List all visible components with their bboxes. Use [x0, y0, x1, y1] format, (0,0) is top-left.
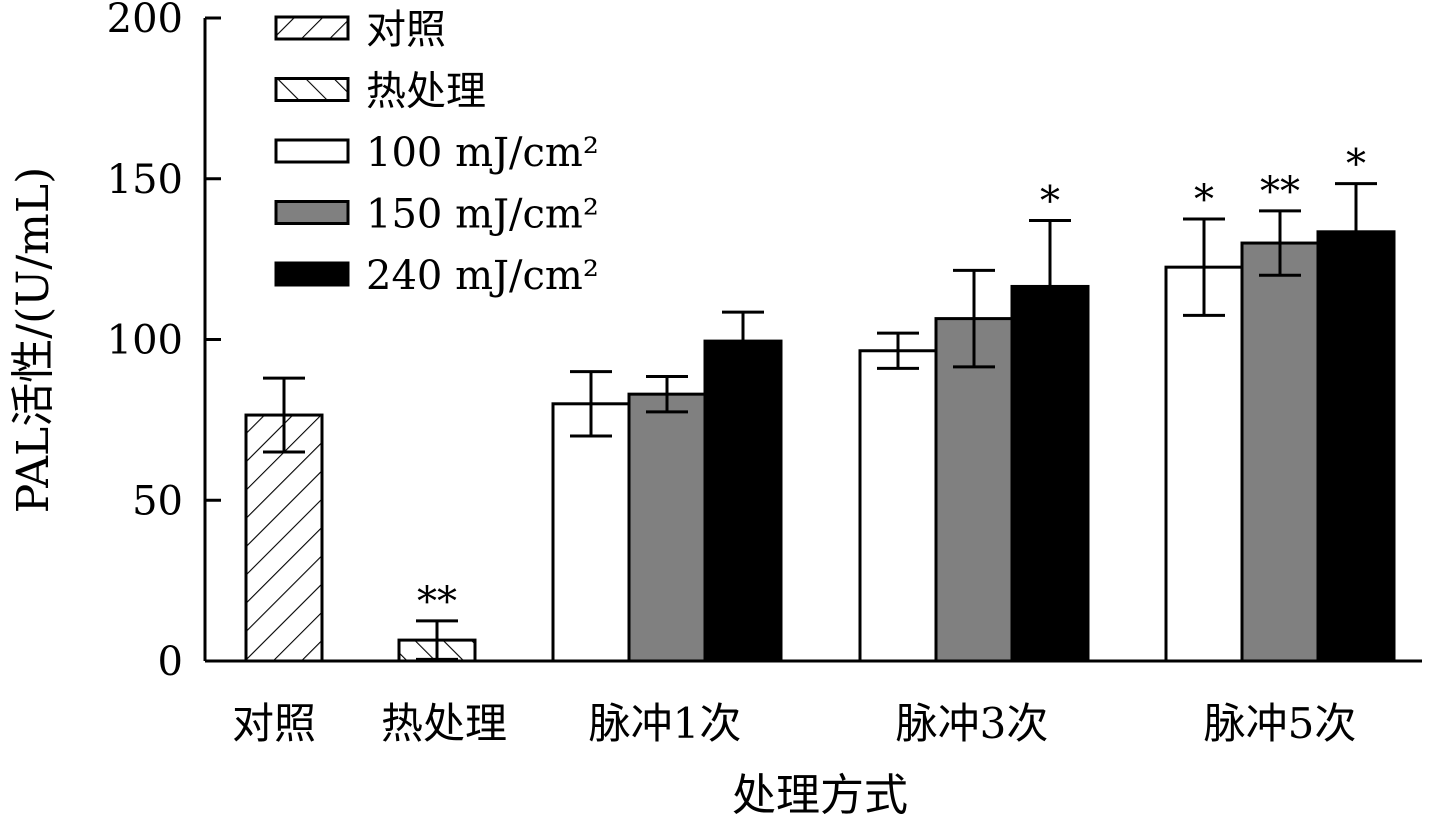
- x-tick-label: 脉冲3次: [896, 699, 1049, 748]
- legend-swatch: [274, 138, 350, 164]
- bar: [703, 339, 783, 663]
- x-tick-label: 热处理: [381, 699, 507, 748]
- y-axis-title: PAL活性/(U/mL): [8, 167, 59, 514]
- legend-label: 热处理: [366, 69, 486, 115]
- legend-label: 150 mJ/cm²: [366, 192, 599, 238]
- significance-label: *: [1040, 179, 1060, 225]
- bar: [244, 413, 324, 663]
- x-tick-label: 脉冲1次: [589, 699, 742, 748]
- bars: 对照**热处理 脉冲1次*脉冲3次* ***脉冲5次: [232, 142, 1396, 748]
- y-tick-label: 0: [158, 639, 183, 685]
- legend-swatch: [274, 15, 350, 41]
- legend-swatch: [274, 200, 350, 225]
- bar: [551, 402, 631, 663]
- bar: [627, 392, 707, 663]
- x-axis-title: 处理方式: [732, 770, 908, 821]
- significance-label: *: [1194, 177, 1214, 223]
- significance-label: **: [1260, 169, 1300, 215]
- significance-label: *: [1346, 142, 1366, 188]
- bar: [1316, 230, 1396, 663]
- bar: [934, 317, 1014, 663]
- legend-label: 100 mJ/cm²: [366, 130, 599, 176]
- y-tick-label: 150: [107, 157, 183, 203]
- y-tick-label: 100: [107, 318, 183, 364]
- y-tick-label: 50: [132, 478, 183, 524]
- y-tick-label: 200: [107, 0, 183, 42]
- bar: [858, 349, 938, 663]
- bar: [1240, 241, 1320, 663]
- x-tick-label: 对照: [232, 699, 316, 748]
- legend-swatch: [274, 77, 350, 102]
- legend-swatch: [274, 261, 350, 287]
- legend-label: 对照: [366, 7, 446, 53]
- legend-label: 240 mJ/cm²: [366, 253, 599, 299]
- significance-label: **: [417, 579, 457, 625]
- axes: 0 50 100 150 200: [107, 0, 1422, 685]
- x-tick-label: 脉冲5次: [1204, 699, 1357, 748]
- bar: [1164, 265, 1244, 663]
